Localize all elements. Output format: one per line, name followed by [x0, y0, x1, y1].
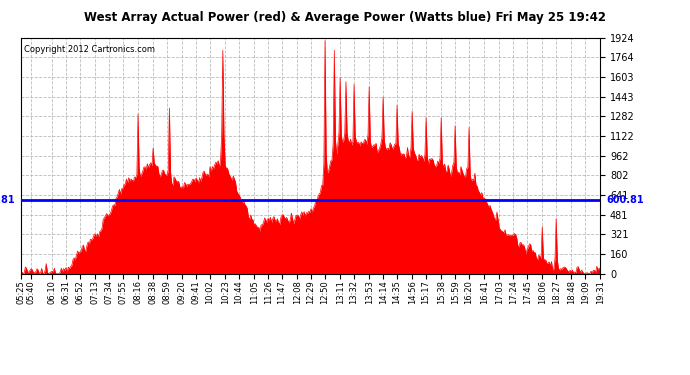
Text: 600.81: 600.81 [606, 195, 644, 205]
Text: Copyright 2012 Cartronics.com: Copyright 2012 Cartronics.com [23, 45, 155, 54]
Text: 600.81: 600.81 [0, 195, 15, 205]
Text: West Array Actual Power (red) & Average Power (Watts blue) Fri May 25 19:42: West Array Actual Power (red) & Average … [84, 11, 606, 24]
